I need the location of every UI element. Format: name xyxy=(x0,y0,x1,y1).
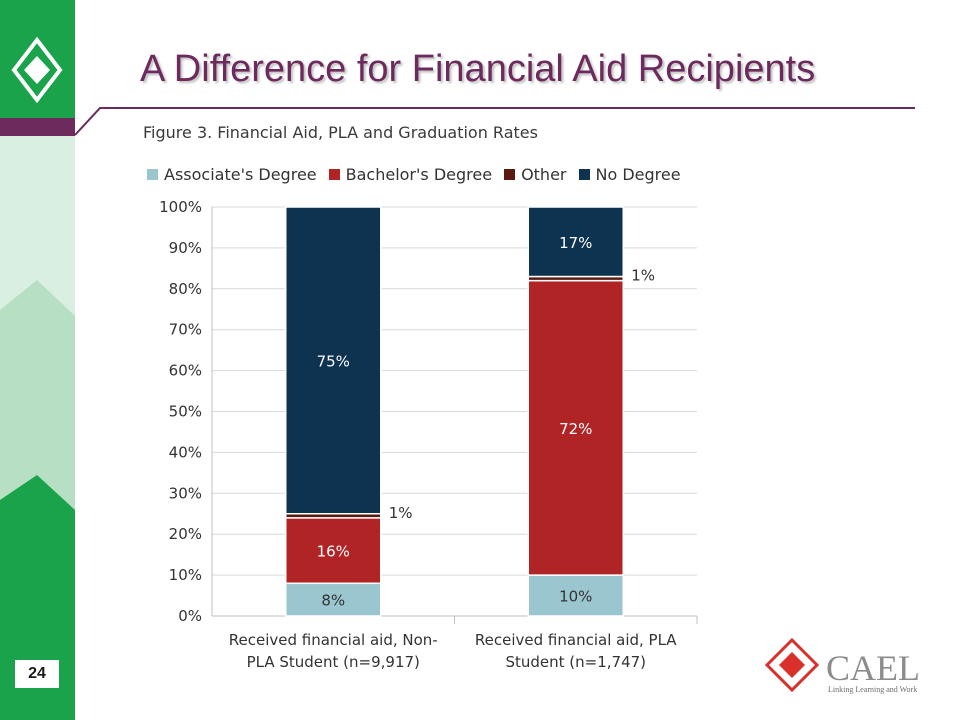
data-label: 16% xyxy=(317,543,350,561)
cael-diamond-icon xyxy=(764,637,820,693)
data-label: 8% xyxy=(321,592,345,610)
x-category-label: PLA Student (n=9,917) xyxy=(247,653,420,671)
y-tick-label: 70% xyxy=(169,321,202,339)
legend-swatch-bachelor xyxy=(328,169,340,180)
data-label: 10% xyxy=(559,588,592,606)
legend-label-bachelor: Bachelor's Degree xyxy=(345,165,493,184)
y-tick-label: 60% xyxy=(169,362,202,380)
bar-segment xyxy=(527,206,624,278)
y-tick-label: 0% xyxy=(178,607,202,625)
chart-legend: Associate's Degree Bachelor's Degree Oth… xyxy=(147,165,693,184)
x-category-label: Received financial aid, PLA xyxy=(475,631,677,649)
y-tick-label: 50% xyxy=(169,403,202,421)
legend-swatch-no-degree xyxy=(578,169,590,180)
legend-label-other: Other xyxy=(521,165,567,184)
data-label: 72% xyxy=(559,420,592,438)
chart-title: Figure 3. Financial Aid, PLA and Graduat… xyxy=(143,123,538,142)
legend-swatch-associate xyxy=(147,169,158,180)
bar-segment xyxy=(285,517,382,585)
diamond-logo-icon xyxy=(11,36,63,104)
data-label: 75% xyxy=(317,352,350,370)
bar-segment xyxy=(527,279,624,576)
y-tick-label: 80% xyxy=(169,280,202,298)
legend-item-other: Other xyxy=(504,165,567,184)
x-category-label: Received financial aid, Non- xyxy=(229,631,438,649)
y-tick-label: 20% xyxy=(169,525,202,543)
logo-tagline: Linking Learning and Work xyxy=(828,685,917,694)
y-tick-label: 10% xyxy=(169,566,202,584)
legend-swatch-other xyxy=(504,169,516,180)
y-tick-label: 90% xyxy=(169,239,202,257)
y-tick-label: 40% xyxy=(169,443,202,461)
data-label: 17% xyxy=(559,234,592,252)
page-number: 24 xyxy=(15,660,59,688)
legend-item-associate: Associate's Degree xyxy=(147,165,317,184)
data-label: 1% xyxy=(631,267,655,285)
legend-label-no-degree: No Degree xyxy=(595,165,681,184)
logo-wordmark: CAEL xyxy=(826,648,920,688)
y-tick-label: 100% xyxy=(159,198,202,216)
legend-item-no-degree: No Degree xyxy=(578,165,681,184)
legend-label-associate: Associate's Degree xyxy=(164,165,317,184)
bar-segment xyxy=(285,206,382,515)
bar-segment xyxy=(527,574,624,617)
title-underline xyxy=(74,107,915,136)
legend-item-bachelor: Bachelor's Degree xyxy=(328,165,493,184)
x-category-label: Student (n=1,747) xyxy=(505,653,646,671)
y-tick-label: 30% xyxy=(169,484,202,502)
sidebar-decoration xyxy=(0,0,75,720)
data-label: 1% xyxy=(389,504,413,522)
slide-title: A Difference for Financial Aid Recipient… xyxy=(140,48,816,90)
